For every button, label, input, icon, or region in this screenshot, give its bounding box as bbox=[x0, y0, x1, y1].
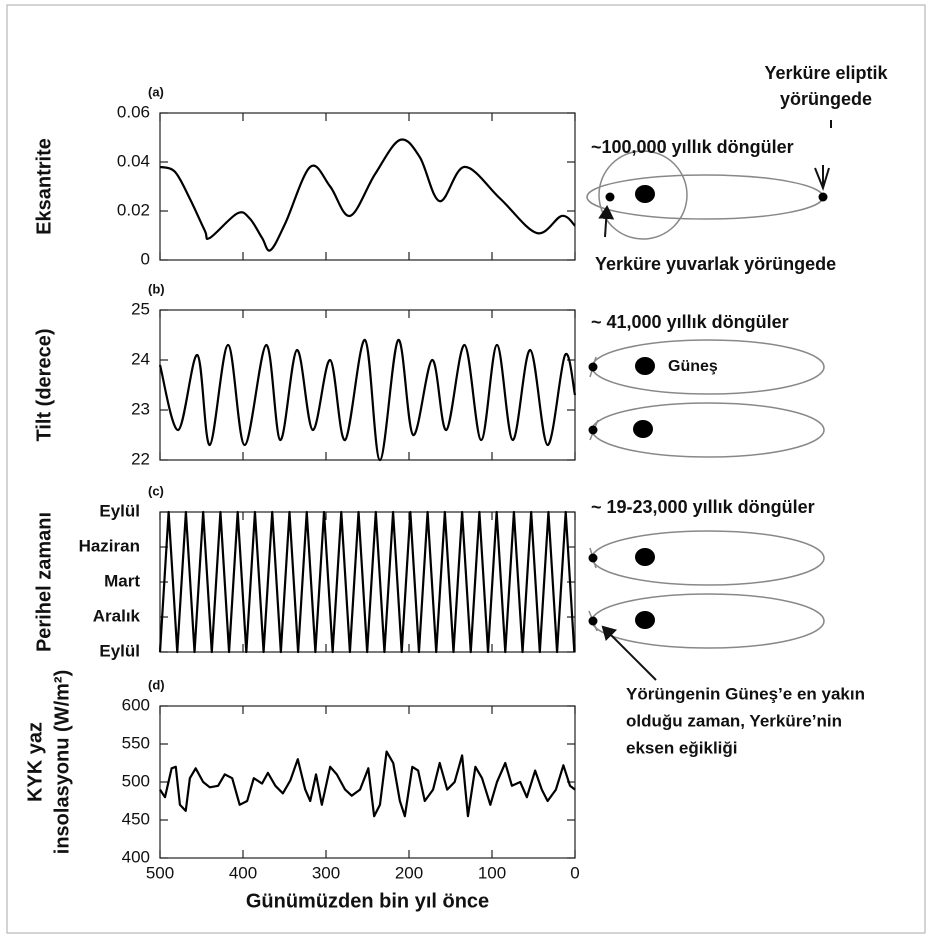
note: ~100,000 yıllık döngüler bbox=[591, 137, 794, 157]
note: Yerküre eliptik bbox=[764, 63, 888, 83]
note: Yerküre yuvarlak yörüngede bbox=[595, 254, 836, 274]
y-axis-label: Eksantrite bbox=[33, 138, 55, 235]
y-tick-label: 23 bbox=[131, 399, 150, 418]
orbit-ellipse bbox=[591, 402, 825, 458]
x-tick-label: 100 bbox=[478, 863, 506, 882]
sun bbox=[635, 611, 655, 629]
note: Yörüngenin Güneş’e en yakın bbox=[626, 684, 865, 703]
plot-frame bbox=[159, 112, 576, 261]
panel-label: (b) bbox=[148, 281, 165, 296]
x-tick-label: 500 bbox=[146, 863, 174, 882]
y-tick-label: Eylül bbox=[99, 501, 140, 520]
note: olduğu zaman, Yerküre’nin bbox=[626, 711, 842, 730]
y-tick-label: 0.06 bbox=[117, 102, 150, 121]
y-tick-label: 0.04 bbox=[117, 151, 150, 170]
x-tick-label: 200 bbox=[395, 863, 423, 882]
panel-label: (a) bbox=[148, 84, 164, 99]
orbit-ellipse bbox=[591, 593, 825, 649]
y-tick-label: 25 bbox=[131, 299, 150, 318]
sun bbox=[635, 185, 655, 203]
arrow bbox=[601, 625, 657, 681]
plot-frame bbox=[159, 705, 576, 859]
earth bbox=[588, 362, 598, 372]
arrows bbox=[598, 120, 832, 681]
note: Güneş bbox=[668, 358, 718, 375]
earth bbox=[588, 425, 598, 435]
earth bbox=[588, 553, 598, 563]
y-tick-label: 24 bbox=[131, 349, 150, 368]
note: ~ 19-23,000 yıllık döngüler bbox=[591, 497, 815, 517]
y-tick-label: 600 bbox=[122, 695, 150, 714]
note: yörüngede bbox=[780, 89, 872, 109]
arrow bbox=[814, 165, 830, 192]
y-tick-label: 400 bbox=[122, 847, 150, 866]
y-axis-label: Tilt (derece) bbox=[33, 329, 55, 442]
orbit-circle bbox=[598, 150, 688, 240]
y-tick-label: Eylül bbox=[99, 641, 140, 660]
y-tick-label: Mart bbox=[104, 571, 140, 590]
data-line bbox=[159, 750, 576, 818]
sun bbox=[635, 548, 655, 566]
orbit-ellipse bbox=[591, 530, 825, 586]
orbit-ellipse bbox=[586, 174, 824, 220]
data-line bbox=[158, 338, 577, 462]
panel-label: (c) bbox=[148, 483, 164, 498]
y-tick-label: 550 bbox=[122, 733, 150, 752]
earth bbox=[818, 192, 828, 202]
y-tick-label: 450 bbox=[122, 809, 150, 828]
y-axis-label: Perihel zamanı bbox=[33, 512, 55, 652]
sun bbox=[633, 420, 653, 438]
x-tick-label: 0 bbox=[570, 863, 579, 882]
earth bbox=[588, 616, 598, 626]
data-line bbox=[159, 138, 576, 252]
note: eksen eğikliği bbox=[626, 738, 738, 757]
y-tick-label: 0 bbox=[141, 249, 150, 268]
y-tick-label: Haziran bbox=[79, 536, 140, 555]
bodies bbox=[588, 185, 828, 629]
x-tick-label: 400 bbox=[229, 863, 257, 882]
side-diagrams bbox=[586, 150, 825, 649]
arrow bbox=[598, 205, 615, 238]
x-tick-label: 300 bbox=[312, 863, 340, 882]
y-tick-label: 500 bbox=[122, 771, 150, 790]
note: ~ 41,000 yıllık döngüler bbox=[591, 312, 789, 332]
plot-frame bbox=[159, 309, 576, 461]
panel-label: (d) bbox=[148, 677, 165, 692]
x-axis-label: Günümüzden bin yıl önce bbox=[246, 890, 489, 912]
y-tick-label: 0.02 bbox=[117, 200, 150, 219]
data-line bbox=[158, 510, 576, 654]
figure-frame bbox=[6, 4, 926, 934]
y-axis-label: KYK yaz bbox=[24, 722, 46, 802]
y-tick-label: 22 bbox=[131, 449, 150, 468]
sun bbox=[635, 357, 655, 375]
y-tick-label: Aralık bbox=[93, 606, 141, 625]
earth bbox=[605, 192, 615, 202]
y-axis-label: insolasyonu (W/m²) bbox=[51, 670, 73, 854]
